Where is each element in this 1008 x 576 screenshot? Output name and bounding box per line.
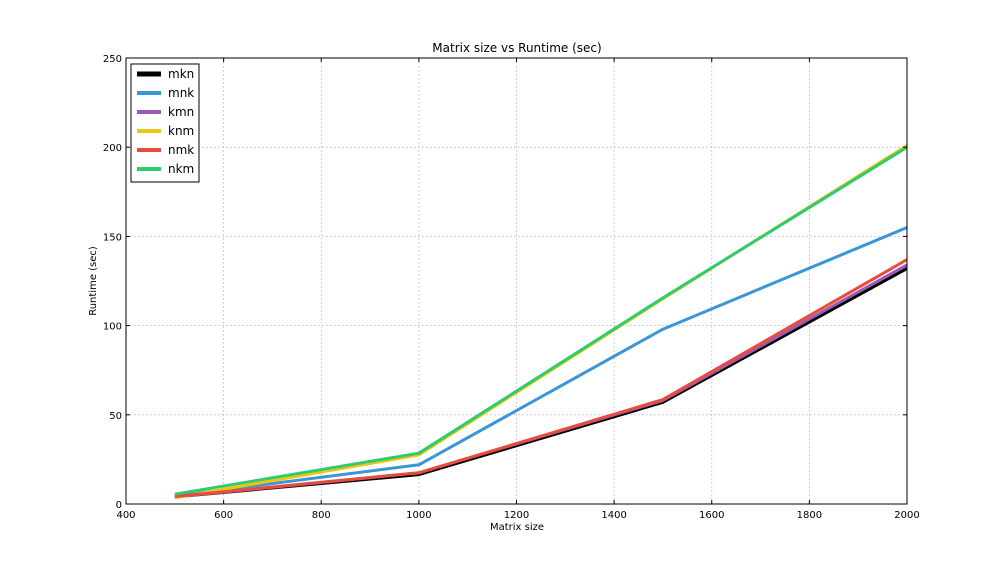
legend-box (130, 63, 200, 183)
legend-label: knm (168, 124, 194, 138)
y-tick-label: 250 (103, 54, 122, 65)
y-tick-label: 100 (103, 322, 122, 333)
series-line-kmn (174, 263, 908, 499)
y-tick-label: 150 (103, 232, 122, 243)
series-line-nmk (174, 258, 908, 498)
y-axis-label: Runtime (sec) (88, 246, 99, 316)
legend-label: mkn (168, 67, 194, 81)
grid (126, 58, 907, 504)
legend-item: kmn (137, 105, 194, 119)
x-tick-label: 1400 (601, 510, 626, 521)
legend-item: nkm (137, 162, 194, 176)
legend: mkn mnk kmn knm nmk nkm (130, 63, 200, 183)
legend-item: mkn (137, 67, 194, 81)
x-tick-label: 1800 (797, 510, 822, 521)
legend-item: knm (137, 124, 194, 138)
chart-title: Matrix size vs Runtime (sec) (432, 41, 601, 55)
x-tick-label: 2000 (894, 510, 919, 521)
y-tick-label: 0 (116, 500, 122, 511)
legend-label: nmk (168, 143, 194, 157)
axis-ticks: 400 600 800 1000 1200 1400 1600 1800 2000 0 50 100 1… (103, 54, 920, 521)
x-tick-label: 600 (214, 510, 233, 521)
legend-item: nmk (137, 143, 194, 157)
y-tick-label: 50 (109, 411, 122, 422)
legend-item: mnk (137, 86, 194, 100)
legend-label: mnk (168, 86, 194, 100)
x-tick-label: 1600 (699, 510, 724, 521)
series-line-mnk (174, 226, 908, 498)
x-axis-label: Matrix size (490, 522, 544, 533)
x-tick-label: 400 (116, 510, 135, 521)
legend-label: kmn (168, 105, 194, 119)
y-tick-label: 200 (103, 143, 122, 154)
legend-label: nkm (168, 162, 194, 176)
series-line-nkm (174, 145, 908, 496)
plot-area (125, 57, 908, 505)
x-tick-label: 1000 (406, 510, 431, 521)
x-tick-label: 800 (312, 510, 331, 521)
series-line-mkn (174, 267, 908, 499)
x-tick-label: 1200 (504, 510, 529, 521)
series-lines (174, 144, 908, 500)
